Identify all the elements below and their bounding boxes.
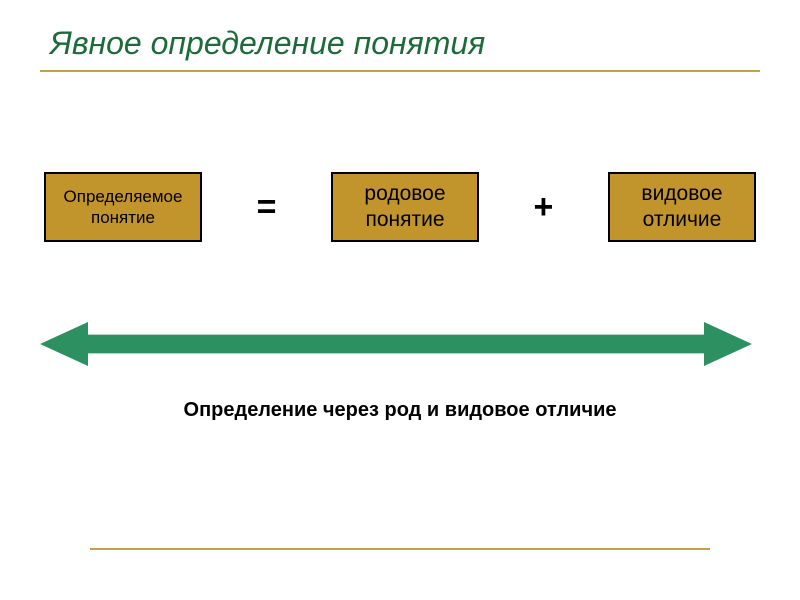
equals-sign: = <box>253 188 281 227</box>
definition-row: Определяемое понятие = родовое понятие +… <box>40 172 760 242</box>
box-genus-concept: родовое понятие <box>331 172 479 242</box>
double-arrow <box>40 322 760 371</box>
caption-text: Определение через род и видовое отличие <box>40 399 760 422</box>
title-block: Явное определение понятия <box>40 25 760 72</box>
arrow-shape <box>40 322 752 366</box>
bottom-rule <box>90 548 710 550</box>
box-defined-concept: Определяемое понятие <box>44 172 202 242</box>
title-underline <box>40 70 760 72</box>
box-species-difference: видовое отличие <box>608 172 756 242</box>
plus-sign: + <box>530 188 558 227</box>
slide-title: Явное определение понятия <box>40 25 760 62</box>
double-arrow-svg <box>40 322 752 366</box>
